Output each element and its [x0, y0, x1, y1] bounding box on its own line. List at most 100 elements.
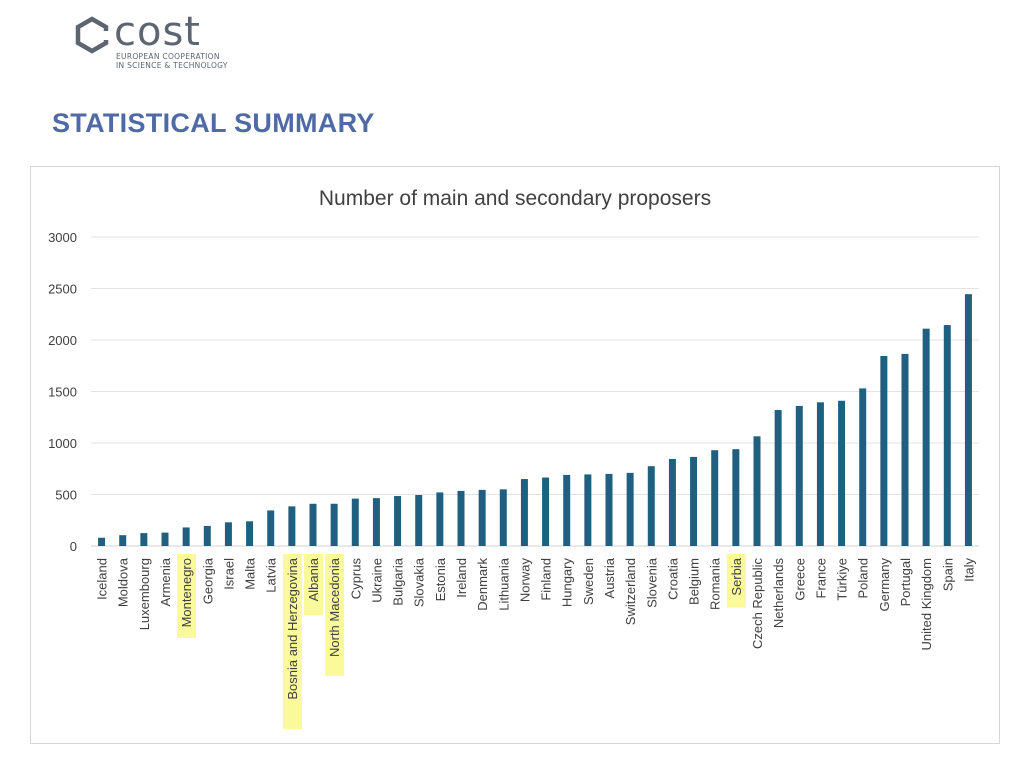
bar-finland: [542, 477, 550, 546]
label-highlight: [325, 554, 345, 676]
x-tick-label: Moldova: [116, 557, 131, 607]
bar-bulgaria: [394, 496, 402, 546]
label-highlight: [726, 554, 746, 608]
bar-türkiye: [838, 400, 846, 546]
bar-serbia: [732, 449, 740, 546]
x-tick-label: Norway: [517, 558, 532, 603]
y-tick-label: 500: [55, 488, 77, 503]
bar-italy: [964, 294, 972, 546]
bar-albania: [309, 503, 317, 546]
bar-romania: [711, 450, 719, 546]
bar-latvia: [267, 510, 275, 546]
x-tick-label: United Kingdom: [919, 558, 934, 651]
y-tick-label: 1000: [48, 436, 77, 451]
bar-bosnia-and-herzegovina: [288, 506, 296, 546]
x-tick-label: Iceland: [95, 558, 110, 600]
y-tick-label: 3000: [48, 230, 77, 245]
x-tick-label: Italy: [961, 558, 976, 582]
x-tick-label: Ukraine: [369, 558, 384, 603]
logo-tagline-2: IN SCIENCE & TECHNOLOGY: [116, 61, 228, 70]
bar-greece: [795, 405, 803, 546]
logo-tagline-1: EUROPEAN COOPERATION: [116, 52, 220, 61]
bar-slovakia: [415, 495, 423, 546]
y-tick-label: 1500: [48, 385, 77, 400]
bar-spain: [943, 325, 951, 546]
x-tick-label: North Macedonia: [327, 557, 342, 657]
x-tick-label: Spain: [940, 558, 955, 591]
x-tick-label: Denmark: [475, 558, 490, 611]
x-tick-label: Latvia: [264, 557, 279, 592]
label-highlight: [304, 554, 323, 616]
x-tick-label: Czech Republic: [750, 558, 765, 650]
chart-container: Number of main and secondary proposers 0…: [30, 166, 1000, 744]
y-tick-label: 0: [70, 539, 77, 554]
bar-iceland: [98, 537, 106, 546]
bar-ukraine: [372, 498, 380, 546]
x-tick-label: France: [813, 558, 828, 598]
bar-czech-republic: [753, 436, 761, 546]
bar-chart: Number of main and secondary proposers 0…: [48, 187, 979, 730]
x-tick-label: Lithuania: [496, 557, 511, 611]
bar-france: [816, 402, 824, 546]
bar-ireland: [457, 490, 465, 546]
bar-belgium: [690, 456, 698, 546]
bar-norway: [520, 479, 528, 546]
bar-netherlands: [774, 410, 782, 546]
x-tick-label: Montenegro: [179, 558, 194, 627]
x-tick-label: Belgium: [687, 558, 702, 605]
x-tick-label: Croatia: [665, 557, 680, 600]
x-tick-label: Cyprus: [348, 558, 363, 600]
label-highlight: [282, 554, 302, 730]
bar-portugal: [901, 353, 909, 546]
chart-title: Number of main and secondary proposers: [319, 187, 711, 210]
logo-wordmark: cost: [114, 9, 201, 55]
bar-moldova: [119, 535, 127, 546]
bar-denmark: [478, 489, 486, 546]
x-tick-label: Finland: [539, 558, 554, 601]
bar-cyprus: [351, 498, 359, 546]
x-tick-label: Luxembourg: [137, 558, 152, 630]
x-tick-label: Malta: [243, 557, 258, 590]
bar-sweden: [584, 474, 592, 546]
bar-georgia: [203, 525, 211, 546]
bar-estonia: [436, 492, 444, 546]
bar-lithuania: [499, 489, 507, 546]
x-tick-label: Slovenia: [644, 557, 659, 608]
bar-israel: [224, 522, 232, 546]
label-highlight: [177, 554, 197, 638]
x-tick-label: Ireland: [454, 558, 469, 598]
x-tick-label: Estonia: [433, 557, 448, 601]
bar-hungary: [563, 474, 571, 546]
x-tick-label: Israel: [221, 558, 236, 590]
x-tick-label: Switzerland: [623, 558, 638, 625]
y-tick-label: 2500: [48, 282, 77, 297]
x-tick-label: Bosnia and Herzegovina: [285, 557, 300, 699]
y-tick-label: 2000: [48, 333, 77, 348]
bar-luxembourg: [140, 533, 148, 546]
cost-logo: cost EUROPEAN COOPERATION IN SCIENCE & T…: [74, 12, 244, 72]
cost-logo-icon: [75, 16, 110, 54]
x-tick-label: Austria: [602, 557, 617, 598]
bar-croatia: [668, 458, 676, 546]
x-tick-label: Romania: [708, 557, 723, 610]
x-tick-label: Sweden: [581, 558, 596, 605]
x-tick-label: Albania: [306, 557, 321, 601]
x-tick-label: Netherlands: [771, 558, 786, 629]
bar-austria: [605, 473, 613, 546]
x-tick-label: Germany: [877, 558, 892, 612]
x-tick-label: Slovakia: [412, 557, 427, 607]
bar-north-macedonia: [330, 503, 338, 546]
x-tick-label: Bulgaria: [391, 557, 406, 605]
bar-switzerland: [626, 472, 634, 546]
x-tick-label: Türkiye: [835, 558, 850, 601]
x-tick-label: Armenia: [158, 557, 173, 606]
bar-poland: [859, 388, 867, 546]
bar-slovenia: [647, 466, 655, 546]
bar-germany: [880, 355, 888, 546]
bar-united-kingdom: [922, 328, 930, 546]
x-tick-label: Georgia: [200, 557, 215, 604]
x-tick-label: Serbia: [729, 557, 744, 595]
x-tick-label: Portugal: [898, 558, 913, 607]
bar-armenia: [161, 532, 169, 546]
x-tick-label: Greece: [792, 558, 807, 601]
